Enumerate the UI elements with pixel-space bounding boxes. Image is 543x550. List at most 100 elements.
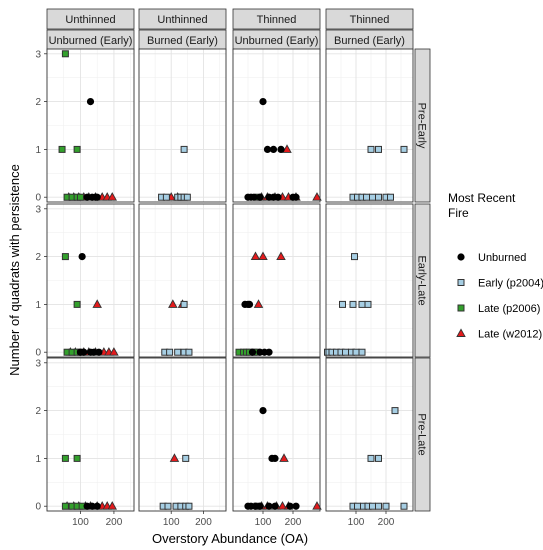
point-unburned: [95, 348, 103, 356]
point-early: [185, 502, 193, 510]
legend-key-unburned: [457, 253, 465, 261]
facet-strip-top: [325, 8, 414, 30]
facet-panel: [138, 48, 227, 203]
point-late2012: [107, 192, 118, 201]
facet-strip-row-label: Pre-Late: [416, 413, 428, 455]
point-unburned: [277, 145, 285, 154]
panel-border: [138, 48, 227, 203]
point-early: [342, 348, 349, 356]
y-tick-label: 2: [35, 97, 41, 108]
facet-panel: [324, 203, 414, 358]
point-unburned: [93, 193, 101, 201]
point-unburned: [263, 145, 272, 154]
point-early: [354, 502, 361, 510]
point-late2012: [282, 144, 292, 153]
x-tick-label: 200: [378, 517, 395, 528]
point-late2006: [61, 454, 69, 462]
point-early: [369, 502, 376, 510]
point-early: [358, 300, 366, 308]
point-unburned: [256, 193, 264, 201]
point-early: [375, 502, 382, 510]
point-unburned: [245, 300, 254, 309]
legend-label: Late (p2006): [478, 303, 540, 315]
panel-border: [325, 203, 414, 358]
facet-panel: [325, 48, 414, 203]
point-late2012: [253, 299, 264, 308]
point-late2012: [169, 453, 180, 462]
y-tick-label: 2: [35, 406, 41, 417]
y-tick-label: 1: [35, 454, 41, 465]
y-tick-label: 3: [35, 358, 41, 369]
point-unburned: [93, 502, 101, 510]
point-late2006: [61, 50, 69, 58]
y-axis-label: Number of quadrats with persistence: [7, 164, 22, 376]
point-unburned: [250, 193, 258, 201]
y-tick-label: 3: [35, 204, 41, 215]
point-early: [375, 454, 382, 462]
point-unburned: [269, 145, 278, 154]
legend-label: Unburned: [478, 252, 526, 264]
point-early: [183, 193, 191, 201]
panel-border: [138, 203, 227, 358]
panel-border: [232, 48, 321, 203]
facet-panel: [232, 203, 321, 358]
point-unburned: [259, 97, 267, 106]
facet-panel: [46, 48, 135, 203]
point-unburned: [274, 193, 282, 201]
y-tick-label: 2: [35, 252, 41, 263]
point-unburned: [271, 454, 279, 463]
point-unburned: [271, 502, 279, 510]
point-early: [166, 348, 174, 356]
x-tick-label: 200: [285, 517, 302, 528]
point-early: [180, 300, 188, 308]
point-unburned: [248, 348, 257, 356]
point-late2006: [73, 454, 81, 462]
point-late2006: [73, 145, 81, 153]
facet-strip-top: [232, 8, 321, 30]
point-early: [339, 300, 346, 308]
facet-strip-top: [46, 8, 135, 30]
facet-panel: [138, 203, 227, 358]
legend-key-late2012: [456, 328, 466, 337]
y-tick-label: 0: [35, 502, 41, 513]
y-tick-label: 1: [35, 145, 41, 156]
facet-strip-sub-label: Burned (Early): [334, 35, 405, 47]
point-early: [400, 502, 408, 510]
point-late2006: [61, 502, 69, 510]
legend-key-late2006: [457, 304, 465, 312]
x-tick-label: 100: [163, 517, 180, 528]
point-early: [185, 348, 193, 356]
y-tick-label: 1: [35, 300, 41, 311]
facet-strip-top-label: Thinned: [350, 14, 390, 26]
point-late2012: [279, 453, 289, 462]
facet-strip-top-label: Thinned: [257, 14, 297, 26]
point-late2012: [168, 299, 178, 308]
point-unburned: [256, 502, 264, 510]
point-early: [363, 193, 370, 201]
point-early: [162, 193, 170, 201]
facet-panel: [46, 357, 135, 512]
x-tick-label: 200: [106, 517, 123, 528]
facet-strip-sub-label: Burned (Early): [147, 35, 218, 47]
point-unburned: [265, 348, 273, 356]
point-early: [182, 454, 190, 462]
facet-strip-row: [414, 48, 431, 203]
facet-strip-row: [414, 357, 431, 512]
point-early: [369, 193, 376, 201]
point-early: [367, 454, 375, 462]
point-early: [351, 253, 358, 261]
y-tick-label: 3: [35, 49, 41, 60]
legend-title: Most Recent: [448, 191, 516, 205]
point-early: [352, 348, 360, 356]
point-late2006: [73, 300, 81, 308]
point-unburned: [292, 502, 300, 510]
point-late2006: [58, 145, 66, 153]
point-early: [164, 502, 172, 510]
x-tick-label: 200: [195, 517, 212, 528]
point-late2012: [109, 347, 119, 356]
facet-strip-top-label: Unthinned: [65, 14, 115, 26]
facet-strip-sub-label: Unburned (Early): [49, 35, 133, 47]
facet-strip-row-label: Pre-Early: [416, 103, 428, 149]
facet-strip-sub-label: Unburned (Early): [235, 35, 319, 47]
